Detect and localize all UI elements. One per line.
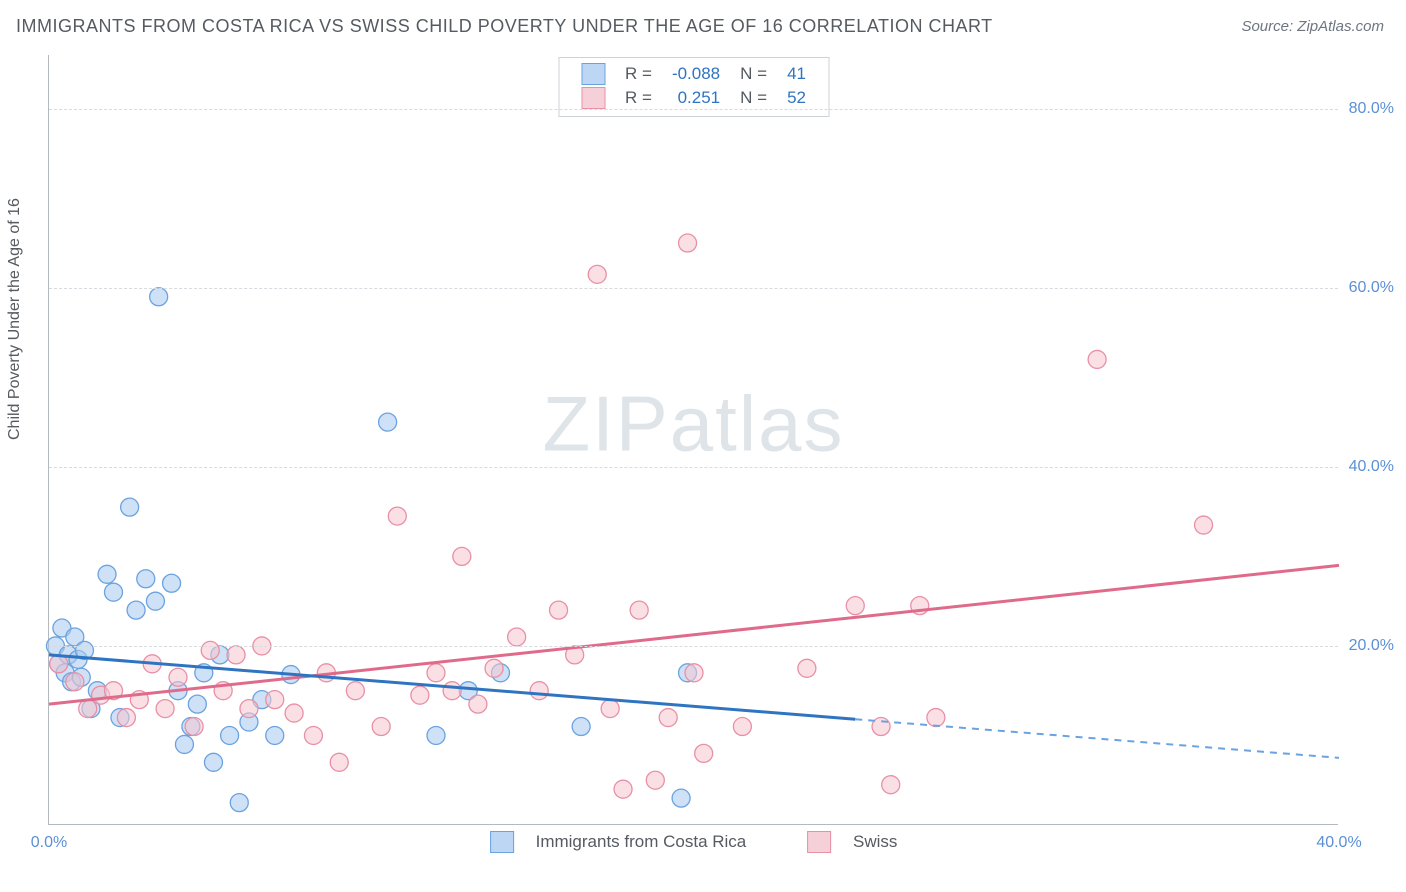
data-point — [882, 776, 900, 794]
y-tick-label: 80.0% — [1349, 100, 1394, 118]
data-point — [372, 718, 390, 736]
trendline-costarica-dashed — [855, 719, 1339, 758]
data-point — [659, 709, 677, 727]
data-point — [672, 789, 690, 807]
data-point — [646, 771, 664, 789]
data-point — [485, 659, 503, 677]
data-point — [550, 601, 568, 619]
data-point — [427, 726, 445, 744]
data-point — [346, 682, 364, 700]
data-point — [469, 695, 487, 713]
x-tick-label: 0.0% — [31, 834, 67, 852]
data-point — [230, 794, 248, 812]
gridline — [49, 646, 1338, 647]
data-point — [601, 700, 619, 718]
data-point — [227, 646, 245, 664]
legend-label: Immigrants from Costa Rica — [536, 832, 747, 851]
data-point — [443, 682, 461, 700]
data-point — [137, 570, 155, 588]
data-point — [204, 753, 222, 771]
data-point — [427, 664, 445, 682]
data-point — [221, 726, 239, 744]
data-point — [163, 574, 181, 592]
data-point — [175, 735, 193, 753]
data-point — [127, 601, 145, 619]
data-point — [927, 709, 945, 727]
data-point — [695, 744, 713, 762]
data-point — [798, 659, 816, 677]
data-point — [1195, 516, 1213, 534]
data-point — [66, 673, 84, 691]
legend-label: Swiss — [853, 832, 897, 851]
data-point — [453, 547, 471, 565]
y-tick-label: 40.0% — [1349, 458, 1394, 476]
chart-title: IMMIGRANTS FROM COSTA RICA VS SWISS CHIL… — [16, 16, 993, 37]
data-point — [330, 753, 348, 771]
gridline — [49, 288, 1338, 289]
y-tick-label: 60.0% — [1349, 279, 1394, 297]
data-point — [201, 641, 219, 659]
gridline — [49, 109, 1338, 110]
data-point — [388, 507, 406, 525]
data-point — [411, 686, 429, 704]
data-point — [1088, 350, 1106, 368]
data-point — [379, 413, 397, 431]
data-point — [614, 780, 632, 798]
data-point — [733, 718, 751, 736]
data-point — [188, 695, 206, 713]
data-point — [685, 664, 703, 682]
data-point — [117, 709, 135, 727]
source-attribution: Source: ZipAtlas.com — [1241, 18, 1384, 35]
data-point — [266, 691, 284, 709]
data-point — [105, 583, 123, 601]
data-point — [285, 704, 303, 722]
y-tick-label: 20.0% — [1349, 637, 1394, 655]
data-point — [169, 668, 187, 686]
data-point — [98, 565, 116, 583]
data-point — [266, 726, 284, 744]
swatch-pink — [807, 831, 831, 853]
swatch-blue — [490, 831, 514, 853]
data-point — [572, 718, 590, 736]
data-point — [508, 628, 526, 646]
trendline-swiss — [49, 565, 1339, 704]
gridline — [49, 467, 1338, 468]
data-point — [156, 700, 174, 718]
data-point — [185, 718, 203, 736]
series-legend: Immigrants from Costa Rica Swiss — [462, 832, 926, 854]
data-point — [846, 597, 864, 615]
data-point — [304, 726, 322, 744]
data-point — [588, 265, 606, 283]
scatter-plot: ZIPatlas R = -0.088 N = 41 R = 0.251 N =… — [48, 55, 1338, 825]
data-point — [150, 288, 168, 306]
data-point — [679, 234, 697, 252]
x-tick-label: 40.0% — [1316, 834, 1361, 852]
y-axis-label: Child Poverty Under the Age of 16 — [6, 198, 24, 440]
data-point — [530, 682, 548, 700]
data-point — [630, 601, 648, 619]
data-point — [146, 592, 164, 610]
data-point — [240, 700, 258, 718]
data-point — [79, 700, 97, 718]
data-point — [121, 498, 139, 516]
chart-svg — [49, 55, 1338, 824]
